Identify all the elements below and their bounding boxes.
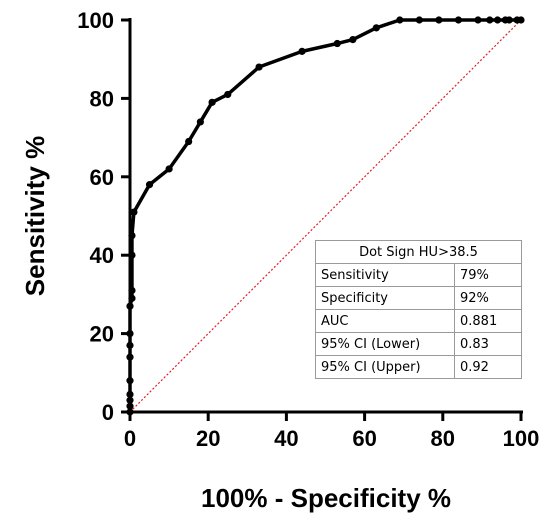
data-point xyxy=(349,36,357,44)
data-point xyxy=(128,286,136,295)
stat-label: 95% CI (Lower) xyxy=(315,332,455,356)
data-point xyxy=(474,16,482,24)
x-tick-label: 80 xyxy=(431,426,455,451)
data-point xyxy=(493,16,502,24)
data-point xyxy=(130,208,138,216)
stats-table-header: Dot Sign HU>38.5 xyxy=(315,240,522,264)
data-point xyxy=(333,39,341,48)
data-point xyxy=(224,90,232,99)
data-point xyxy=(126,396,134,404)
data-point xyxy=(396,16,404,24)
reference-layer xyxy=(129,19,522,413)
stat-value: 79% xyxy=(454,263,522,287)
y-tick-label: 0 xyxy=(102,400,114,425)
stat-label: 95% CI (Upper) xyxy=(315,355,455,379)
data-point xyxy=(126,341,134,349)
table-row: 95% CI (Lower) 0.83 xyxy=(315,332,522,356)
data-point xyxy=(126,302,134,310)
y-tick-label: 20 xyxy=(90,322,114,347)
x-tick-label: 40 xyxy=(274,426,298,451)
data-point xyxy=(145,181,154,189)
stat-value: 92% xyxy=(454,286,522,310)
series-layer xyxy=(126,16,525,416)
data-point xyxy=(128,251,136,259)
data-point xyxy=(128,232,136,240)
stat-label: AUC xyxy=(315,309,455,333)
x-axis-title: 100% - Specificity % xyxy=(201,483,451,513)
table-row: Specificity 92% xyxy=(315,286,522,310)
data-point xyxy=(415,16,423,24)
data-point xyxy=(208,98,216,106)
data-point xyxy=(196,118,204,126)
stats-table-header-row: Dot Sign HU>38.5 xyxy=(315,240,522,264)
data-point xyxy=(165,165,173,173)
table-row: Sensitivity 79% xyxy=(315,263,522,287)
x-tick-label: 0 xyxy=(124,426,136,451)
data-point xyxy=(372,24,380,32)
data-point xyxy=(185,137,193,146)
data-point xyxy=(126,330,134,338)
data-point xyxy=(255,63,263,71)
tick-labels: 0 20 40 60 80 100 0 20 40 60 80 100 xyxy=(77,8,539,451)
data-point xyxy=(126,408,134,416)
stat-value: 0.881 xyxy=(454,309,522,333)
y-tick-label: 80 xyxy=(90,86,114,111)
data-point xyxy=(486,16,494,24)
data-point xyxy=(454,16,463,24)
stat-value: 0.92 xyxy=(454,355,522,379)
table-row: 95% CI (Upper) 0.92 xyxy=(315,355,522,379)
data-point xyxy=(126,353,134,361)
table-row: AUC 0.881 xyxy=(315,309,522,333)
y-tick-label: 60 xyxy=(90,165,114,190)
y-tick-label: 100 xyxy=(77,8,114,33)
stats-table: Dot Sign HU>38.5 Sensitivity 79% Specifi… xyxy=(315,240,522,379)
y-axis-title: Sensitivity % xyxy=(20,136,50,296)
data-point xyxy=(517,16,525,24)
data-point xyxy=(126,377,134,385)
data-point xyxy=(435,16,443,24)
data-point xyxy=(505,16,513,24)
reference-line xyxy=(129,19,522,413)
stat-label: Sensitivity xyxy=(315,263,455,287)
x-tick-label: 20 xyxy=(196,426,220,451)
y-tick-label: 40 xyxy=(90,243,114,268)
data-point xyxy=(128,294,136,302)
x-tick-label: 100 xyxy=(503,426,540,451)
x-tick-label: 60 xyxy=(352,426,376,451)
data-point xyxy=(126,390,134,398)
data-point xyxy=(126,402,134,410)
data-point xyxy=(298,47,306,55)
stat-value: 0.83 xyxy=(454,332,522,356)
stat-label: Specificity xyxy=(315,286,455,310)
